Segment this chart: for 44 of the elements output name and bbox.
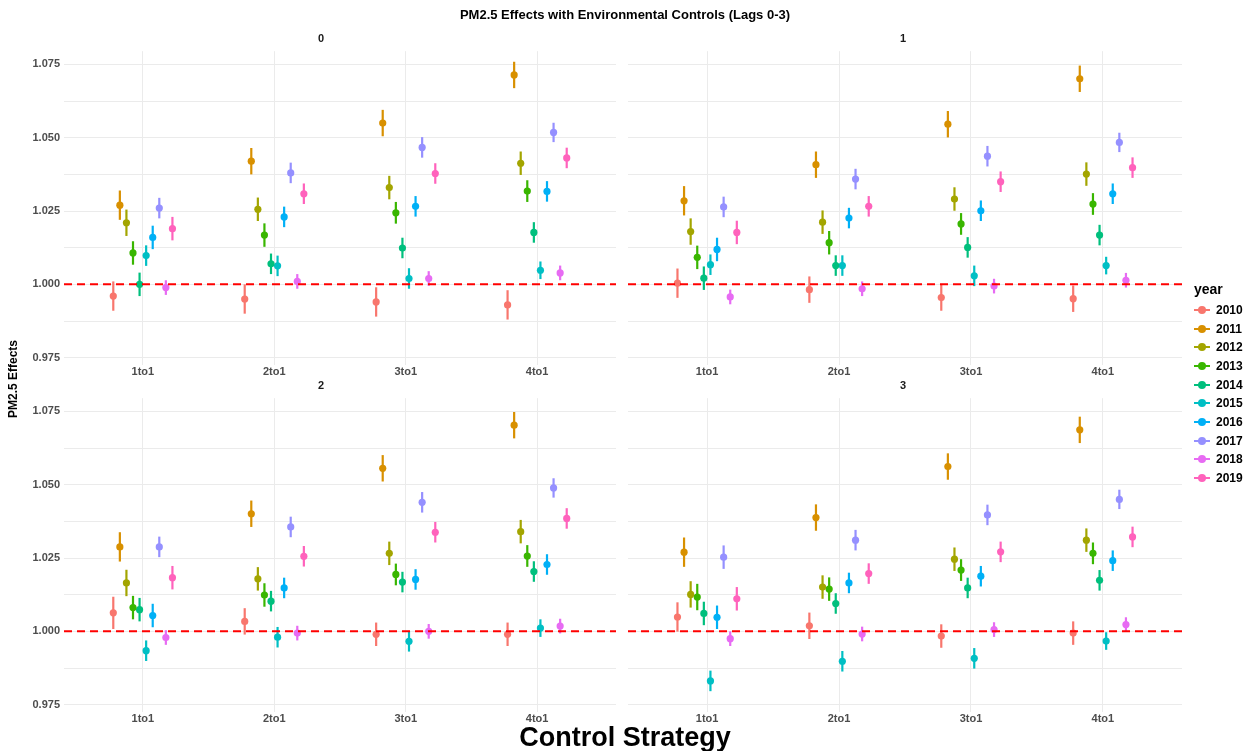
x-tick-label: 4to1 (525, 711, 549, 724)
x-tick-label: 2to1 (827, 364, 851, 377)
x-tick-label: 1to1 (695, 711, 719, 724)
x-tick-label: 3to1 (394, 711, 418, 724)
x-tick-label: 2to1 (262, 364, 286, 377)
y-tick-label: 1.000 (32, 624, 60, 637)
legend-label: 2012 (1216, 340, 1243, 355)
x-tick-label: 4to1 (525, 364, 549, 377)
x-tick-label: 4to1 (1091, 364, 1115, 377)
y-tick-label: 1.025 (32, 204, 60, 217)
legend-title: year (1194, 280, 1224, 297)
legend-label: 2017 (1216, 433, 1243, 448)
legend-label: 2010 (1216, 302, 1243, 317)
legend-label: 2019 (1216, 471, 1243, 486)
x-axis-title: Control Strategy (518, 722, 732, 751)
y-tick-label: 0.975 (32, 350, 60, 363)
chart-title: 1 (899, 31, 907, 44)
x-tick-label: 1to1 (695, 364, 719, 377)
x-tick-label: 4to1 (1091, 711, 1115, 724)
x-tick-label: 1to1 (131, 711, 155, 724)
y-axis-title: PM2.5 Effects (6, 339, 20, 420)
y-tick-label: 1.050 (32, 477, 60, 490)
legend-label: 2011 (1216, 321, 1243, 336)
legend-label: 2014 (1216, 377, 1243, 392)
y-tick-label: 1.075 (32, 404, 60, 417)
x-tick-label: 2to1 (262, 711, 286, 724)
chart-title: 3 (899, 378, 907, 391)
x-tick-label: 3to1 (959, 364, 983, 377)
y-tick-label: 1.075 (32, 57, 60, 70)
x-tick-label: 3to1 (959, 711, 983, 724)
x-tick-label: 1to1 (131, 364, 155, 377)
chart-title: 0 (317, 31, 325, 44)
y-tick-label: 1.050 (32, 130, 60, 143)
chart-title: 2 (317, 378, 325, 391)
legend-label: 2016 (1216, 414, 1243, 429)
y-tick-label: 1.025 (32, 551, 60, 564)
y-tick-label: 0.975 (32, 697, 60, 710)
x-tick-label: 3to1 (394, 364, 418, 377)
y-tick-label: 1.000 (32, 277, 60, 290)
x-tick-label: 2to1 (827, 711, 851, 724)
legend-label: 2015 (1216, 396, 1243, 411)
text: PM2.5 Effects with Environmental Controls (Lags 0-3) (458, 7, 792, 22)
legend-label: 2013 (1216, 358, 1243, 373)
legend-label: 2018 (1216, 452, 1243, 467)
